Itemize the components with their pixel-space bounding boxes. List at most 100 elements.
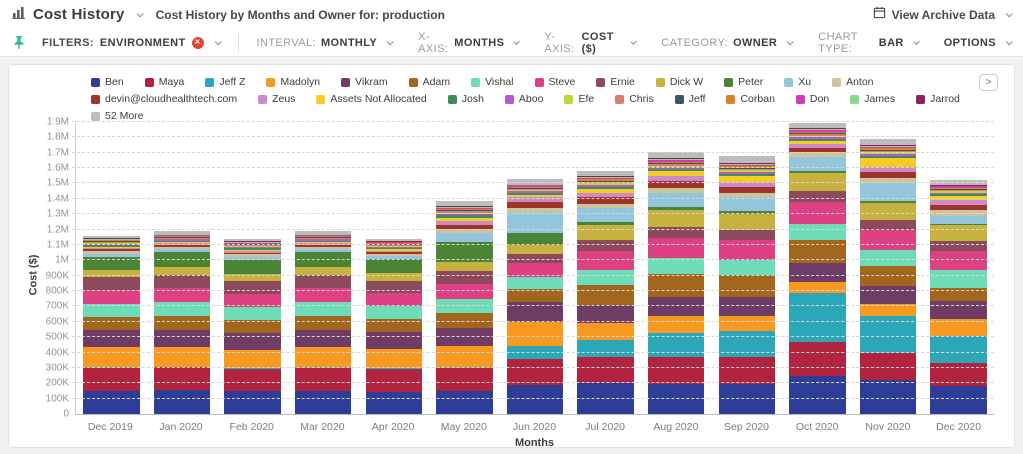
legend-item-vikram[interactable]: Vikram (341, 76, 388, 88)
bar-segment-xu[interactable] (647, 192, 705, 208)
bar-segment-ernie[interactable] (506, 254, 564, 264)
bar-segment-jeff[interactable] (83, 241, 140, 243)
bar-segment-james[interactable] (294, 234, 352, 236)
bar-segment-ben[interactable] (436, 390, 493, 414)
bar-segment-dick-w[interactable] (789, 173, 846, 191)
bar-segment-josh[interactable] (436, 215, 493, 218)
bar-segment-maya[interactable] (930, 363, 987, 387)
bar-segment-anton[interactable] (365, 253, 422, 257)
bar-segment-jarrod[interactable] (436, 205, 493, 207)
bar-segment-efe[interactable] (718, 170, 776, 172)
bar-segment-madolyn[interactable] (506, 321, 564, 346)
bar-segment-adam[interactable] (436, 312, 493, 328)
bar-segment-corban[interactable] (153, 235, 211, 237)
bar-segment-52-more[interactable] (224, 239, 281, 242)
bar-segment-jarrod[interactable] (718, 162, 776, 164)
bar-segment-don[interactable] (153, 235, 211, 236)
legend-item-zeus[interactable]: Zeus (258, 93, 295, 105)
bar-segment-vikram[interactable] (718, 297, 776, 316)
bar-segment-assets-not-allocated[interactable] (365, 249, 422, 251)
bar-segment-josh[interactable] (647, 169, 705, 172)
bar-segment-josh[interactable] (577, 186, 634, 189)
bar-segment-madolyn[interactable] (859, 304, 917, 316)
bar-segment-dick-w[interactable] (153, 266, 211, 276)
bar-segment-corban[interactable] (365, 243, 422, 244)
bar-segment-jeff-z[interactable] (789, 292, 846, 342)
bar-segment-zeus[interactable] (83, 247, 140, 250)
bar-segment-zeus[interactable] (647, 175, 705, 182)
bar-segment-adam[interactable] (718, 274, 776, 298)
bar-segment-don[interactable] (930, 186, 987, 188)
legend-item-anton[interactable]: Anton (832, 76, 874, 88)
bar-segment-aboo[interactable] (789, 137, 846, 140)
bar-segment-corban[interactable] (718, 166, 776, 168)
bar-segment-josh[interactable] (294, 240, 352, 243)
bar-segment-52-more[interactable] (506, 178, 564, 184)
bar-segment-corban[interactable] (930, 187, 987, 189)
bar-segment-vikram[interactable] (859, 285, 917, 305)
bar-segment-devin-cloudhealthtech-com[interactable] (224, 252, 281, 255)
bar-segment-efe[interactable] (153, 238, 211, 240)
bar-segment-jarrod[interactable] (506, 183, 564, 185)
bar-segment-steve[interactable] (294, 288, 352, 303)
stacked-bar[interactable] (647, 151, 705, 414)
bar-segment-corban[interactable] (647, 161, 705, 163)
bar-segment-vikram[interactable] (789, 263, 846, 282)
stacked-bar[interactable] (83, 235, 140, 414)
control-owner[interactable]: CATEGORY: OWNER (661, 37, 794, 49)
legend-item-chris[interactable]: Chris (615, 93, 654, 105)
bar-segment-ernie[interactable] (83, 277, 140, 291)
bar-segment-assets-not-allocated[interactable] (859, 157, 917, 168)
bar-segment-adam[interactable] (365, 319, 422, 333)
stacked-bar[interactable] (153, 230, 211, 414)
control-bar[interactable]: CHART TYPE: BAR (818, 31, 920, 55)
pin-icon[interactable] (12, 35, 26, 50)
stacked-bar[interactable] (577, 171, 634, 414)
bar-segment-dick-w[interactable] (506, 245, 564, 255)
control-months[interactable]: X-AXIS: MONTHS (418, 31, 521, 55)
bar-segment-ernie[interactable] (930, 241, 987, 252)
bar-segment-vishal[interactable] (83, 303, 140, 318)
bar-segment-jeff[interactable] (153, 236, 211, 238)
bar-segment-ernie[interactable] (365, 280, 422, 294)
bar-segment-vishal[interactable] (153, 302, 211, 316)
bar-segment-chris[interactable] (224, 245, 281, 247)
bar-segment-devin-cloudhealthtech-com[interactable] (577, 197, 634, 204)
bar-segment-james[interactable] (577, 176, 634, 179)
bar-segment-dick-w[interactable] (577, 225, 634, 241)
bar-segment-devin-cloudhealthtech-com[interactable] (83, 249, 140, 252)
bar-segment-zeus[interactable] (930, 200, 987, 206)
control-options[interactable]: OPTIONS (944, 37, 1013, 49)
bar-segment-adam[interactable] (224, 319, 281, 333)
bar-segment-dick-w[interactable] (718, 213, 776, 230)
bar-segment-adam[interactable] (506, 288, 564, 303)
bar-segment-adam[interactable] (789, 240, 846, 264)
bar-segment-anton[interactable] (294, 246, 352, 250)
bar-segment-anton[interactable] (789, 152, 846, 157)
bar-segment-peter[interactable] (577, 221, 634, 226)
bar-segment-vikram[interactable] (365, 332, 422, 350)
bar-segment-james[interactable] (859, 145, 917, 148)
bar-segment-jeff-z[interactable] (859, 315, 917, 353)
bar-segment-steve[interactable] (718, 240, 776, 260)
bar-segment-vikram[interactable] (294, 329, 352, 348)
bar-segment-jeff-z[interactable] (577, 340, 634, 358)
legend-item-peter[interactable]: Peter (724, 76, 763, 88)
bar-segment-jarrod[interactable] (224, 241, 281, 243)
bar-segment-dick-w[interactable] (436, 262, 493, 272)
bar-segment-xu[interactable] (83, 253, 140, 257)
bar-segment-peter[interactable] (224, 259, 281, 274)
control-cost-[interactable]: Y-AXIS: COST ($) (544, 31, 638, 55)
bar-segment-ernie[interactable] (436, 271, 493, 285)
bar-segment-efe[interactable] (647, 165, 705, 168)
bar-segment-dick-w[interactable] (224, 273, 281, 282)
bar-segment-52-more[interactable] (577, 171, 634, 176)
bar-segment-jarrod[interactable] (789, 128, 846, 130)
bar-segment-steve[interactable] (365, 293, 422, 307)
bar-segment-ben[interactable] (789, 375, 846, 414)
bar-segment-corban[interactable] (789, 131, 846, 133)
bar-segment-devin-cloudhealthtech-com[interactable] (365, 252, 422, 254)
bar-segment-assets-not-allocated[interactable] (436, 217, 493, 221)
bar-segment-james[interactable] (153, 234, 211, 236)
bar-segment-madolyn[interactable] (789, 281, 846, 293)
